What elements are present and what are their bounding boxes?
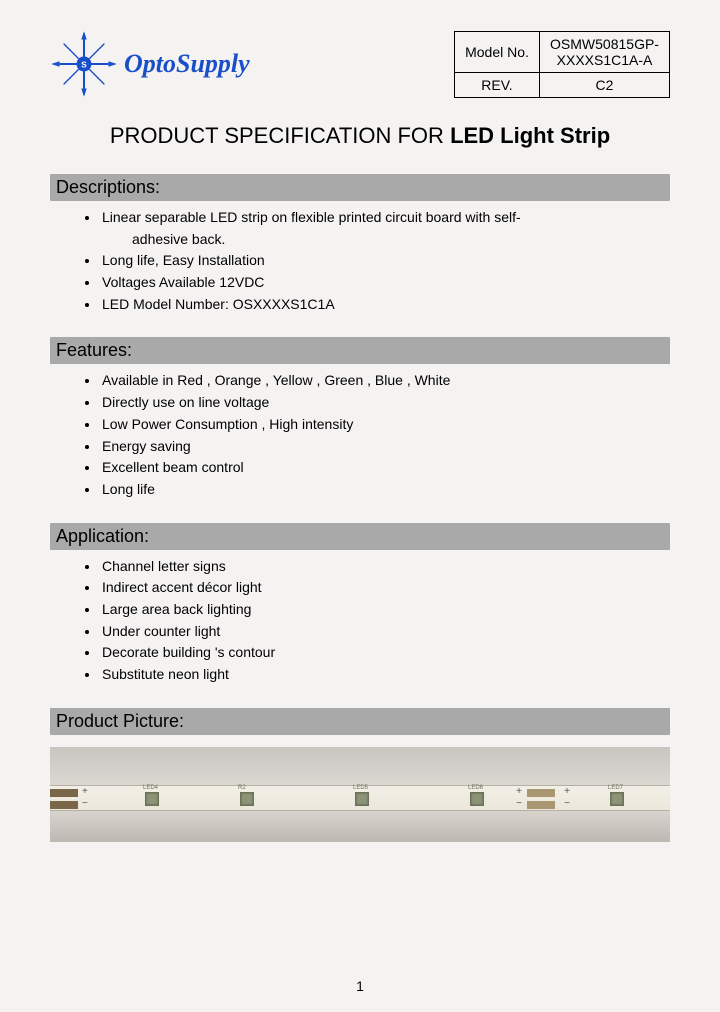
pad-icon — [50, 789, 78, 797]
list-item: Large area back lighting — [100, 599, 670, 621]
features-heading: Features: — [50, 337, 670, 364]
application-section: Application: Channel letter signs Indire… — [50, 523, 670, 686]
pad-icon — [527, 789, 555, 797]
application-list: Channel letter signs Indirect accent déc… — [50, 556, 670, 686]
polarity-plus-icon: + — [516, 786, 522, 797]
features-list: Available in Red , Orange , Yellow , Gre… — [50, 370, 670, 500]
list-item: Excellent beam control — [100, 457, 670, 479]
application-heading: Application: — [50, 523, 670, 550]
page-number: 1 — [0, 978, 720, 994]
descriptions-section: Descriptions: Linear separable LED strip… — [50, 174, 670, 315]
list-item: Energy saving — [100, 436, 670, 458]
product-picture-heading: Product Picture: — [50, 708, 670, 735]
led-strip: + − + − + − LED4 R2 LED5 LED6 LED7 — [50, 785, 670, 811]
solder-pads-left — [50, 789, 78, 809]
list-item: Directly use on line voltage — [100, 392, 670, 414]
led-chip-icon — [145, 792, 159, 806]
list-item: Long life — [100, 479, 670, 501]
header: S OptoSupply Model No. OSMW50815GP- XXXX… — [50, 30, 670, 98]
list-item: Channel letter signs — [100, 556, 670, 578]
company-logo: S OptoSupply — [50, 30, 250, 98]
list-item: Low Power Consumption , High intensity — [100, 414, 670, 436]
polarity-plus-icon: + — [564, 786, 570, 797]
rev-label: REV. — [455, 72, 540, 97]
star-icon: S — [50, 30, 118, 98]
rev-value: C2 — [540, 72, 670, 97]
svg-text:S: S — [81, 60, 87, 69]
list-item: Long life, Easy Installation — [100, 250, 670, 272]
led-label: R2 — [238, 785, 246, 791]
led-label: LED6 — [468, 785, 483, 791]
model-label: Model No. — [455, 31, 540, 72]
led-chip-icon — [355, 792, 369, 806]
descriptions-list: Linear separable LED strip on flexible p… — [50, 207, 670, 315]
list-item: Substitute neon light — [100, 664, 670, 686]
descriptions-heading: Descriptions: — [50, 174, 670, 201]
led-chip-icon — [240, 792, 254, 806]
solder-pads-right — [527, 789, 555, 809]
led-chip-icon — [610, 792, 624, 806]
polarity-minus-icon: − — [516, 798, 522, 809]
polarity-plus-icon: + — [82, 786, 88, 797]
list-item: Decorate building 's contour — [100, 642, 670, 664]
list-item: Voltages Available 12VDC — [100, 272, 670, 294]
product-picture: + − + − + − LED4 R2 LED5 LED6 LED7 — [50, 747, 670, 842]
led-label: LED5 — [353, 785, 368, 791]
page-title: PRODUCT SPECIFICATION FOR LED Light Stri… — [50, 123, 670, 149]
led-label: LED7 — [608, 785, 623, 791]
model-info-table: Model No. OSMW50815GP- XXXXS1C1A-A REV. … — [454, 31, 670, 98]
polarity-minus-icon: − — [564, 798, 570, 809]
polarity-minus-icon: − — [82, 798, 88, 809]
list-item: Linear separable LED strip on flexible p… — [100, 207, 670, 250]
led-chip-icon — [470, 792, 484, 806]
list-item: Under counter light — [100, 621, 670, 643]
company-name: OptoSupply — [124, 49, 250, 79]
list-item: LED Model Number: OSXXXXS1C1A — [100, 294, 670, 316]
list-item: Available in Red , Orange , Yellow , Gre… — [100, 370, 670, 392]
product-picture-section: Product Picture: + − + − + − LED4 R2 LED5 L… — [50, 708, 670, 842]
pad-icon — [527, 801, 555, 809]
list-item: Indirect accent décor light — [100, 577, 670, 599]
pad-icon — [50, 801, 78, 809]
features-section: Features: Available in Red , Orange , Ye… — [50, 337, 670, 500]
led-label: LED4 — [143, 785, 158, 791]
model-value: OSMW50815GP- XXXXS1C1A-A — [540, 31, 670, 72]
